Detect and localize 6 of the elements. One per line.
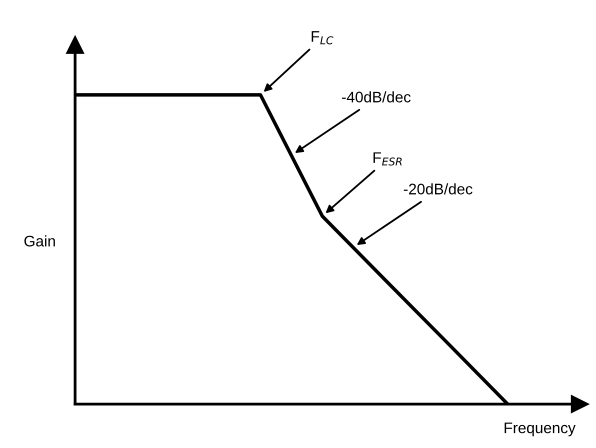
annotation: -20dB/dec (404, 183, 472, 194)
annotation: F$_{ESR}$ (374, 152, 402, 166)
x-axis-title: Frequency (504, 422, 576, 436)
annotation: -40dB/dec (342, 91, 411, 102)
y-axis-title: Gain (24, 235, 55, 247)
text: F$_{LC}$ (312, 31, 334, 44)
